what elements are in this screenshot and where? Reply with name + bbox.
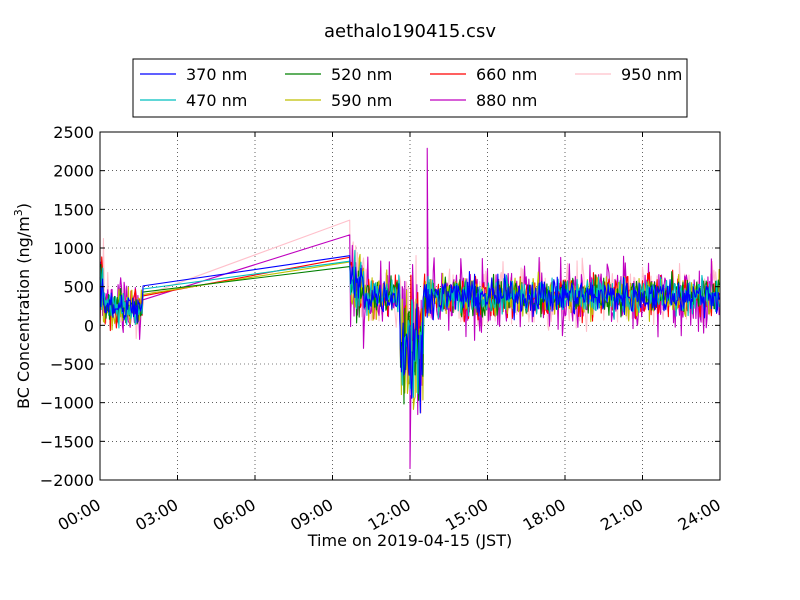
legend-entry-label: 470 nm — [186, 91, 247, 110]
y-tick-label: 0 — [84, 316, 94, 335]
y-axis-label-sup: 3 — [12, 209, 25, 216]
y-axis-label-main: BC Concentration (ng/m — [14, 216, 33, 409]
plot-area — [99, 131, 721, 481]
series-lines — [99, 147, 720, 469]
y-tick-label: −1500 — [40, 432, 94, 451]
series-line-370-nm — [99, 255, 720, 414]
legend-entry-label: 520 nm — [331, 65, 392, 84]
legend-box — [132, 58, 688, 118]
y-tick-label: −2000 — [40, 471, 94, 490]
y-tick-label: 2000 — [53, 162, 94, 181]
legend-entry-label: 880 nm — [476, 91, 537, 110]
y-tick-labels: 2500 2000 1500 1000 500 0 −500 −1000 −1500 −2000 — [40, 123, 94, 490]
y-tick-label: −500 — [50, 355, 94, 374]
y-tick-label: 2500 — [53, 123, 94, 142]
y-axis-label: BC Concentration (ng/m3) — [12, 203, 33, 409]
y-tick-label: 500 — [63, 278, 94, 297]
y-tick-label: −1000 — [40, 394, 94, 413]
tick-marks — [99, 131, 721, 481]
legend-entry-label: 370 nm — [186, 65, 247, 84]
legend-entry-label: 950 nm — [621, 65, 682, 84]
legend-entry-label: 590 nm — [331, 91, 392, 110]
y-axis-label-close: ) — [14, 203, 33, 209]
y-tick-label: 1000 — [53, 239, 94, 258]
y-tick-label: 1500 — [53, 200, 94, 219]
legend-items: 370 nm 470 nm 520 nm 590 nm 660 nm 880 nm 950 … — [140, 65, 682, 110]
chart-title: aethalo190415.csv — [324, 21, 496, 42]
x-axis-label: Time on 2019-04-15 (JST) — [307, 531, 512, 550]
legend: 370 nm 470 nm 520 nm 590 nm 660 nm 880 nm 950 … — [132, 58, 688, 118]
legend-entry-label: 660 nm — [476, 65, 537, 84]
